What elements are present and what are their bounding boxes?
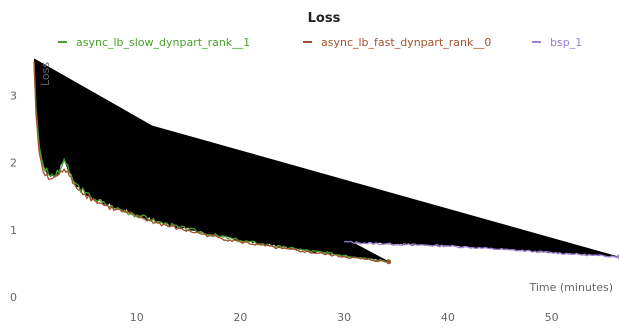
y-tick-label-0: 0 — [10, 291, 17, 304]
x-tick-label-1: 20 — [233, 311, 247, 324]
y-tick-label-1: 1 — [10, 224, 17, 237]
legend-label-0: async_lb_slow_dynpart_rank__1 — [76, 36, 250, 49]
x-tick-label-2: 30 — [337, 311, 351, 324]
x-axis-ticks: 10 20 30 40 50 — [130, 311, 559, 324]
series-end-point-1 — [386, 259, 391, 265]
y-axis-ticks: 0 1 2 3 — [10, 89, 17, 304]
series-fill-area — [34, 58, 619, 262]
series-line-1 — [33, 61, 389, 263]
x-axis-label: Time (minutes) — [528, 281, 613, 294]
y-tick-label-2: 2 — [10, 157, 17, 170]
series-line-0 — [33, 61, 389, 263]
series-line-2 — [344, 240, 619, 258]
legend-label-1: async_lb_fast_dynpart_rank__0 — [321, 36, 491, 49]
x-tick-label-3: 40 — [441, 311, 455, 324]
legend: async_lb_slow_dynpart_rank__1 async_lb_fa… — [58, 36, 582, 49]
x-tick-label-4: 50 — [545, 311, 559, 324]
y-tick-label-3: 3 — [10, 89, 17, 102]
y-axis-label: Loss — [39, 62, 52, 86]
x-tick-label-0: 10 — [130, 311, 144, 324]
series-end-point-2 — [616, 254, 619, 259]
legend-label-2: bsp_1 — [550, 36, 582, 49]
series-fills — [34, 58, 619, 262]
series-lines — [33, 61, 619, 265]
chart-title: Loss — [308, 11, 341, 26]
